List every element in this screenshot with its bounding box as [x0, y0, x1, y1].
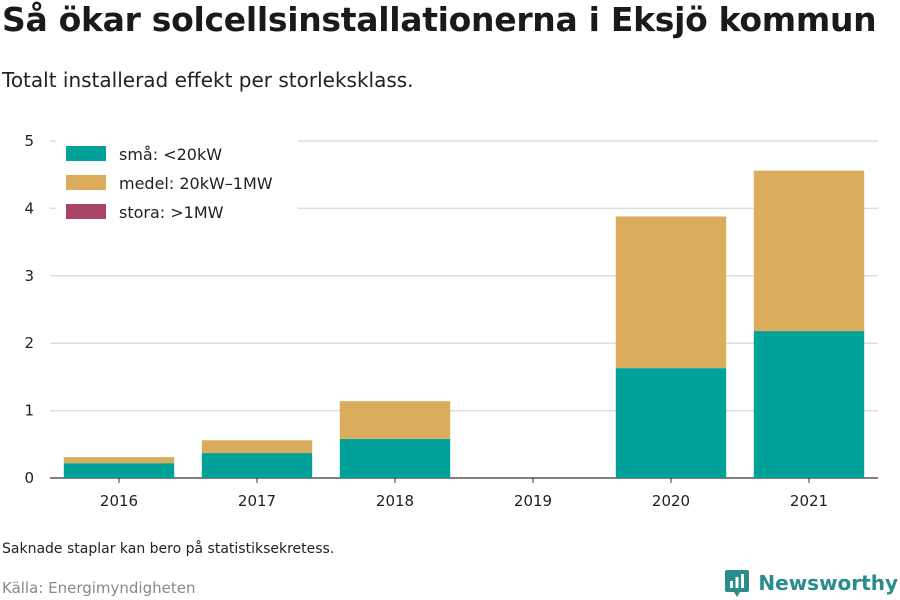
y-tick-label: 0	[24, 469, 34, 487]
legend-label: små: <20kW	[119, 145, 222, 164]
y-tick-label: 4	[24, 199, 34, 217]
bar-2018-series-1	[339, 401, 451, 439]
bar-2017-series-1	[201, 440, 313, 454]
y-tick-label: 1	[24, 402, 34, 420]
bar-2016-series-1	[63, 457, 175, 464]
newsworthy-logo-icon	[725, 570, 750, 597]
x-tick-label: 2018	[376, 492, 414, 510]
brand-name: Newsworthy	[758, 571, 898, 595]
legend-swatch	[66, 204, 106, 219]
legend-label: stora: >1MW	[119, 203, 224, 222]
legend-label: medel: 20kW–1MW	[119, 174, 273, 193]
bar-2017-series-0	[201, 453, 313, 478]
footnote: Saknade staplar kan bero på statistiksek…	[2, 541, 335, 557]
bar-chart: 0 1 2 3 4 5 2016 2017 2018 2019 2020 2021 små: <20…	[24, 132, 878, 510]
bar-2020-series-0	[615, 368, 727, 478]
chart-title: Så ökar solcellsinstallationerna i Eksjö…	[2, 0, 877, 39]
source-text: Källa: Energimyndigheten	[2, 579, 196, 597]
legend: små: <20kW medel: 20kW–1MW stora: >1MW	[56, 135, 298, 231]
x-tick-label: 2017	[238, 492, 276, 510]
y-tick-label: 2	[24, 334, 34, 352]
bar-2020-series-1	[615, 216, 727, 369]
bar-2021-series-0	[753, 331, 865, 478]
bar-2016-series-0	[63, 463, 175, 478]
y-tick-label: 3	[24, 267, 34, 285]
y-axis-ticks: 0 1 2 3 4 5	[24, 132, 34, 487]
x-axis-ticks: 2016 2017 2018 2019 2020 2021	[100, 478, 828, 510]
bars	[63, 170, 865, 478]
y-tick-label: 5	[24, 132, 34, 150]
chart-subtitle: Totalt installerad effekt per storlekskl…	[2, 68, 414, 92]
bar-2018-series-0	[339, 438, 451, 478]
x-tick-label: 2020	[652, 492, 690, 510]
x-tick-label: 2016	[100, 492, 138, 510]
legend-swatch	[66, 146, 106, 161]
x-tick-label: 2019	[514, 492, 552, 510]
bar-2021-series-1	[753, 170, 865, 332]
x-tick-label: 2021	[790, 492, 828, 510]
legend-swatch	[66, 175, 106, 190]
brand-logo: Newsworthy	[724, 568, 898, 598]
